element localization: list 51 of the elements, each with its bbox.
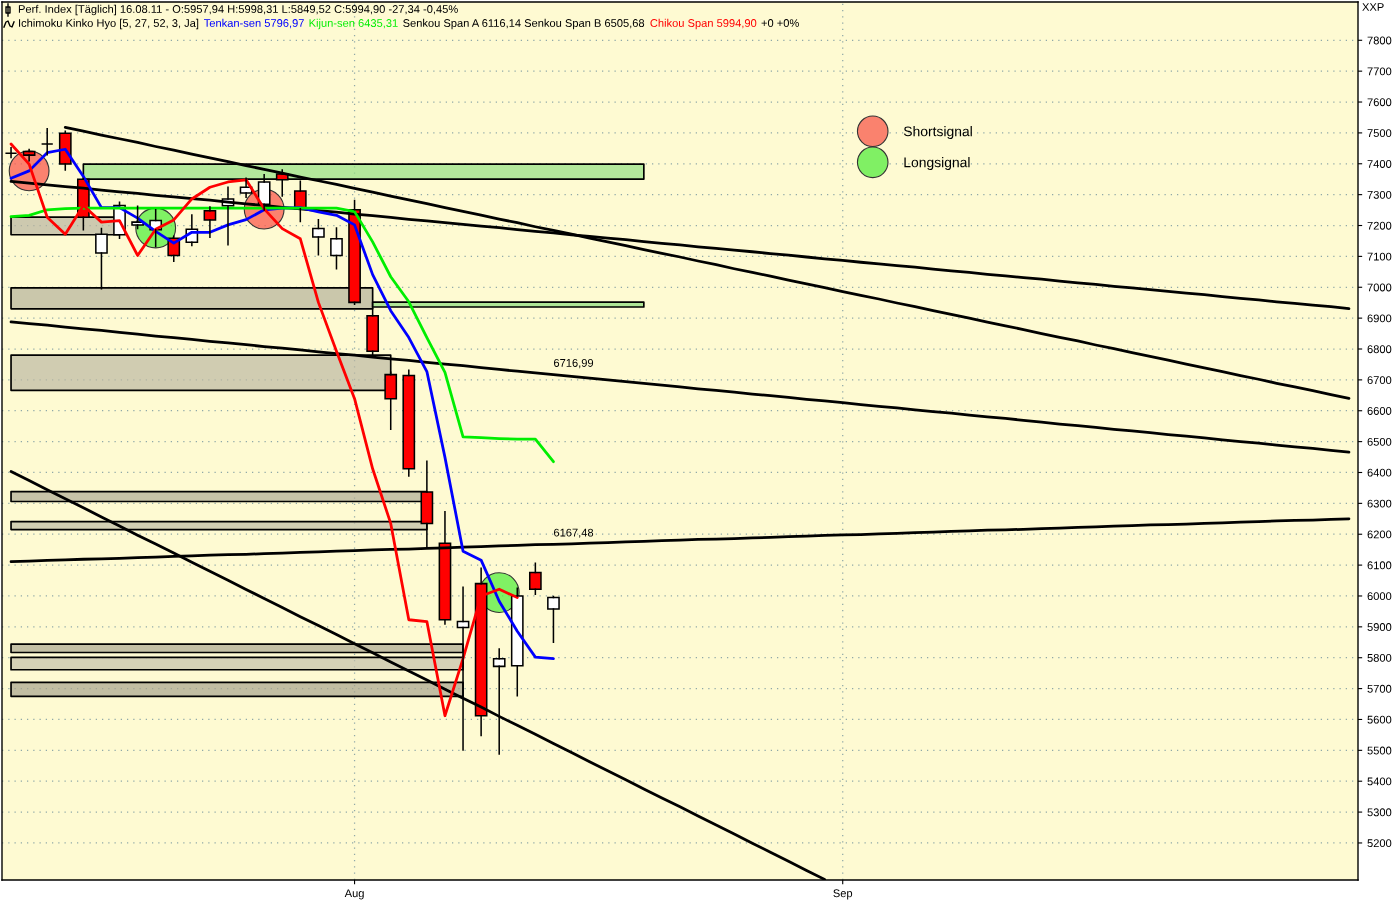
chart-title: Perf. Index [Täglich] 16.08.11 - O:5957,94 H:5998,31 L:5849,52 C:5994,90 -27,34 -0,45% — [18, 4, 458, 16]
line-series — [9, 142, 519, 718]
y-tick-label: 7500 — [1367, 129, 1392, 138]
y-tick-label: 7000 — [1367, 283, 1392, 292]
annotation: +0 +0% — [761, 19, 799, 27]
x-tick-label: Aug — [344, 889, 364, 900]
y-tick-label: 5900 — [1367, 623, 1392, 631]
candlestick — [4, 146, 18, 159]
y-tick-label: 5800 — [1367, 653, 1392, 662]
y-tick-label: 7300 — [1367, 190, 1392, 199]
text: Kijun-sen 6435,31 — [309, 18, 398, 30]
y-tick-label: 6800 — [1367, 345, 1392, 354]
y-tick-label: 6600 — [1367, 407, 1392, 415]
x-tick-label: Sep — [833, 889, 853, 900]
annotation: 6716,99 — [554, 359, 594, 369]
legend-label: Longsignal — [904, 157, 970, 171]
candlestick — [547, 596, 560, 644]
y-tick-label: 5400 — [1367, 777, 1392, 786]
y-tick-label: 5200 — [1367, 839, 1392, 848]
text: Chikou Span 5994,90 — [650, 18, 757, 30]
annotation: Senkou Span A 6116,14 Senkou Span B 6505,68 — [403, 18, 645, 30]
y-tick-label: 6400 — [1367, 468, 1392, 477]
y-tick-label: 6500 — [1367, 437, 1392, 446]
candlestick — [312, 218, 325, 256]
y-tick-label: 5300 — [1367, 808, 1392, 817]
annotation: 6167,48 — [554, 528, 594, 538]
candlestick — [203, 206, 217, 239]
y-tick-label: 6300 — [1367, 499, 1392, 508]
y-tick-label: 5700 — [1367, 684, 1392, 693]
y-tick-label: 6700 — [1367, 376, 1392, 385]
y-tick-label: 6000 — [1367, 592, 1392, 601]
candlestick — [492, 648, 506, 755]
text: Tenkan-sen 5796,97 — [204, 18, 304, 29]
y-tick-label: 5600 — [1367, 715, 1392, 724]
y-tick-label: 7400 — [1367, 160, 1392, 168]
y-tick-label: 6200 — [1367, 530, 1392, 539]
y-tick-label: 7100 — [1367, 252, 1392, 261]
y-tick-label: 7600 — [1367, 98, 1392, 107]
legend-label: Shortsignal — [903, 126, 972, 140]
candlestick — [402, 369, 416, 477]
y-tick-label: 7800 — [1367, 36, 1392, 45]
y-tick-label: 6100 — [1367, 561, 1392, 570]
y-tick-label: 7700 — [1367, 67, 1392, 76]
candlestick — [330, 227, 343, 270]
y-tick-label: 6900 — [1367, 314, 1392, 323]
candlestick — [510, 587, 524, 697]
y-tick-label: 7200 — [1367, 221, 1392, 230]
candlestick — [131, 205, 144, 230]
text: XXP — [1362, 3, 1384, 11]
y-tick-label: 5500 — [1367, 746, 1392, 755]
text: Ichimoku Kinko Hyo [5, 27, 52, 3, Ja] — [19, 18, 199, 30]
